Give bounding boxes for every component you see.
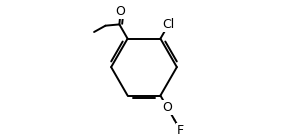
Text: Cl: Cl	[162, 18, 175, 31]
Text: O: O	[116, 5, 126, 18]
Text: F: F	[177, 124, 184, 137]
Text: O: O	[162, 101, 172, 114]
